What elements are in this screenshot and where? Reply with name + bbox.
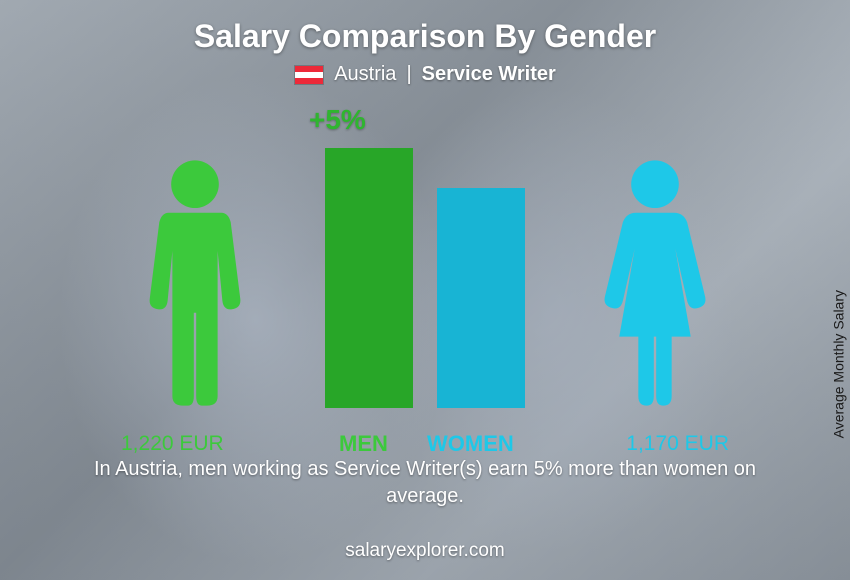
job-title-label: Service Writer (422, 63, 556, 86)
source-label: salaryexplorer.com (0, 540, 850, 562)
country-label: Austria (334, 63, 396, 86)
flag-stripe-bot (295, 77, 323, 83)
flag-stripe-top (295, 66, 323, 72)
women-bar (437, 188, 525, 408)
country-flag-icon (294, 65, 324, 85)
female-figure-icon (595, 158, 715, 408)
women-salary-value: 1,170 EUR (626, 432, 729, 456)
women-category-label: WOMEN (427, 431, 514, 457)
infographic-container: Salary Comparison By Gender Austria | Se… (0, 0, 850, 580)
subtitle-separator: | (406, 63, 411, 86)
subtitle-row: Austria | Service Writer (0, 63, 850, 86)
chart-title: Salary Comparison By Gender (0, 0, 850, 55)
delta-label: +5% (309, 104, 366, 136)
men-bar (325, 148, 413, 408)
men-category-label: MEN (339, 431, 388, 457)
description-text: In Austria, men working as Service Write… (55, 456, 795, 510)
men-salary-value: 1,220 EUR (121, 432, 224, 456)
y-axis-label: Average Monthly Salary (830, 290, 846, 438)
flag-stripe-mid (295, 72, 323, 78)
male-figure-icon (135, 158, 255, 408)
chart-area: +5% 1,220 EUR MEN WOMEN 1,170 (115, 104, 735, 444)
